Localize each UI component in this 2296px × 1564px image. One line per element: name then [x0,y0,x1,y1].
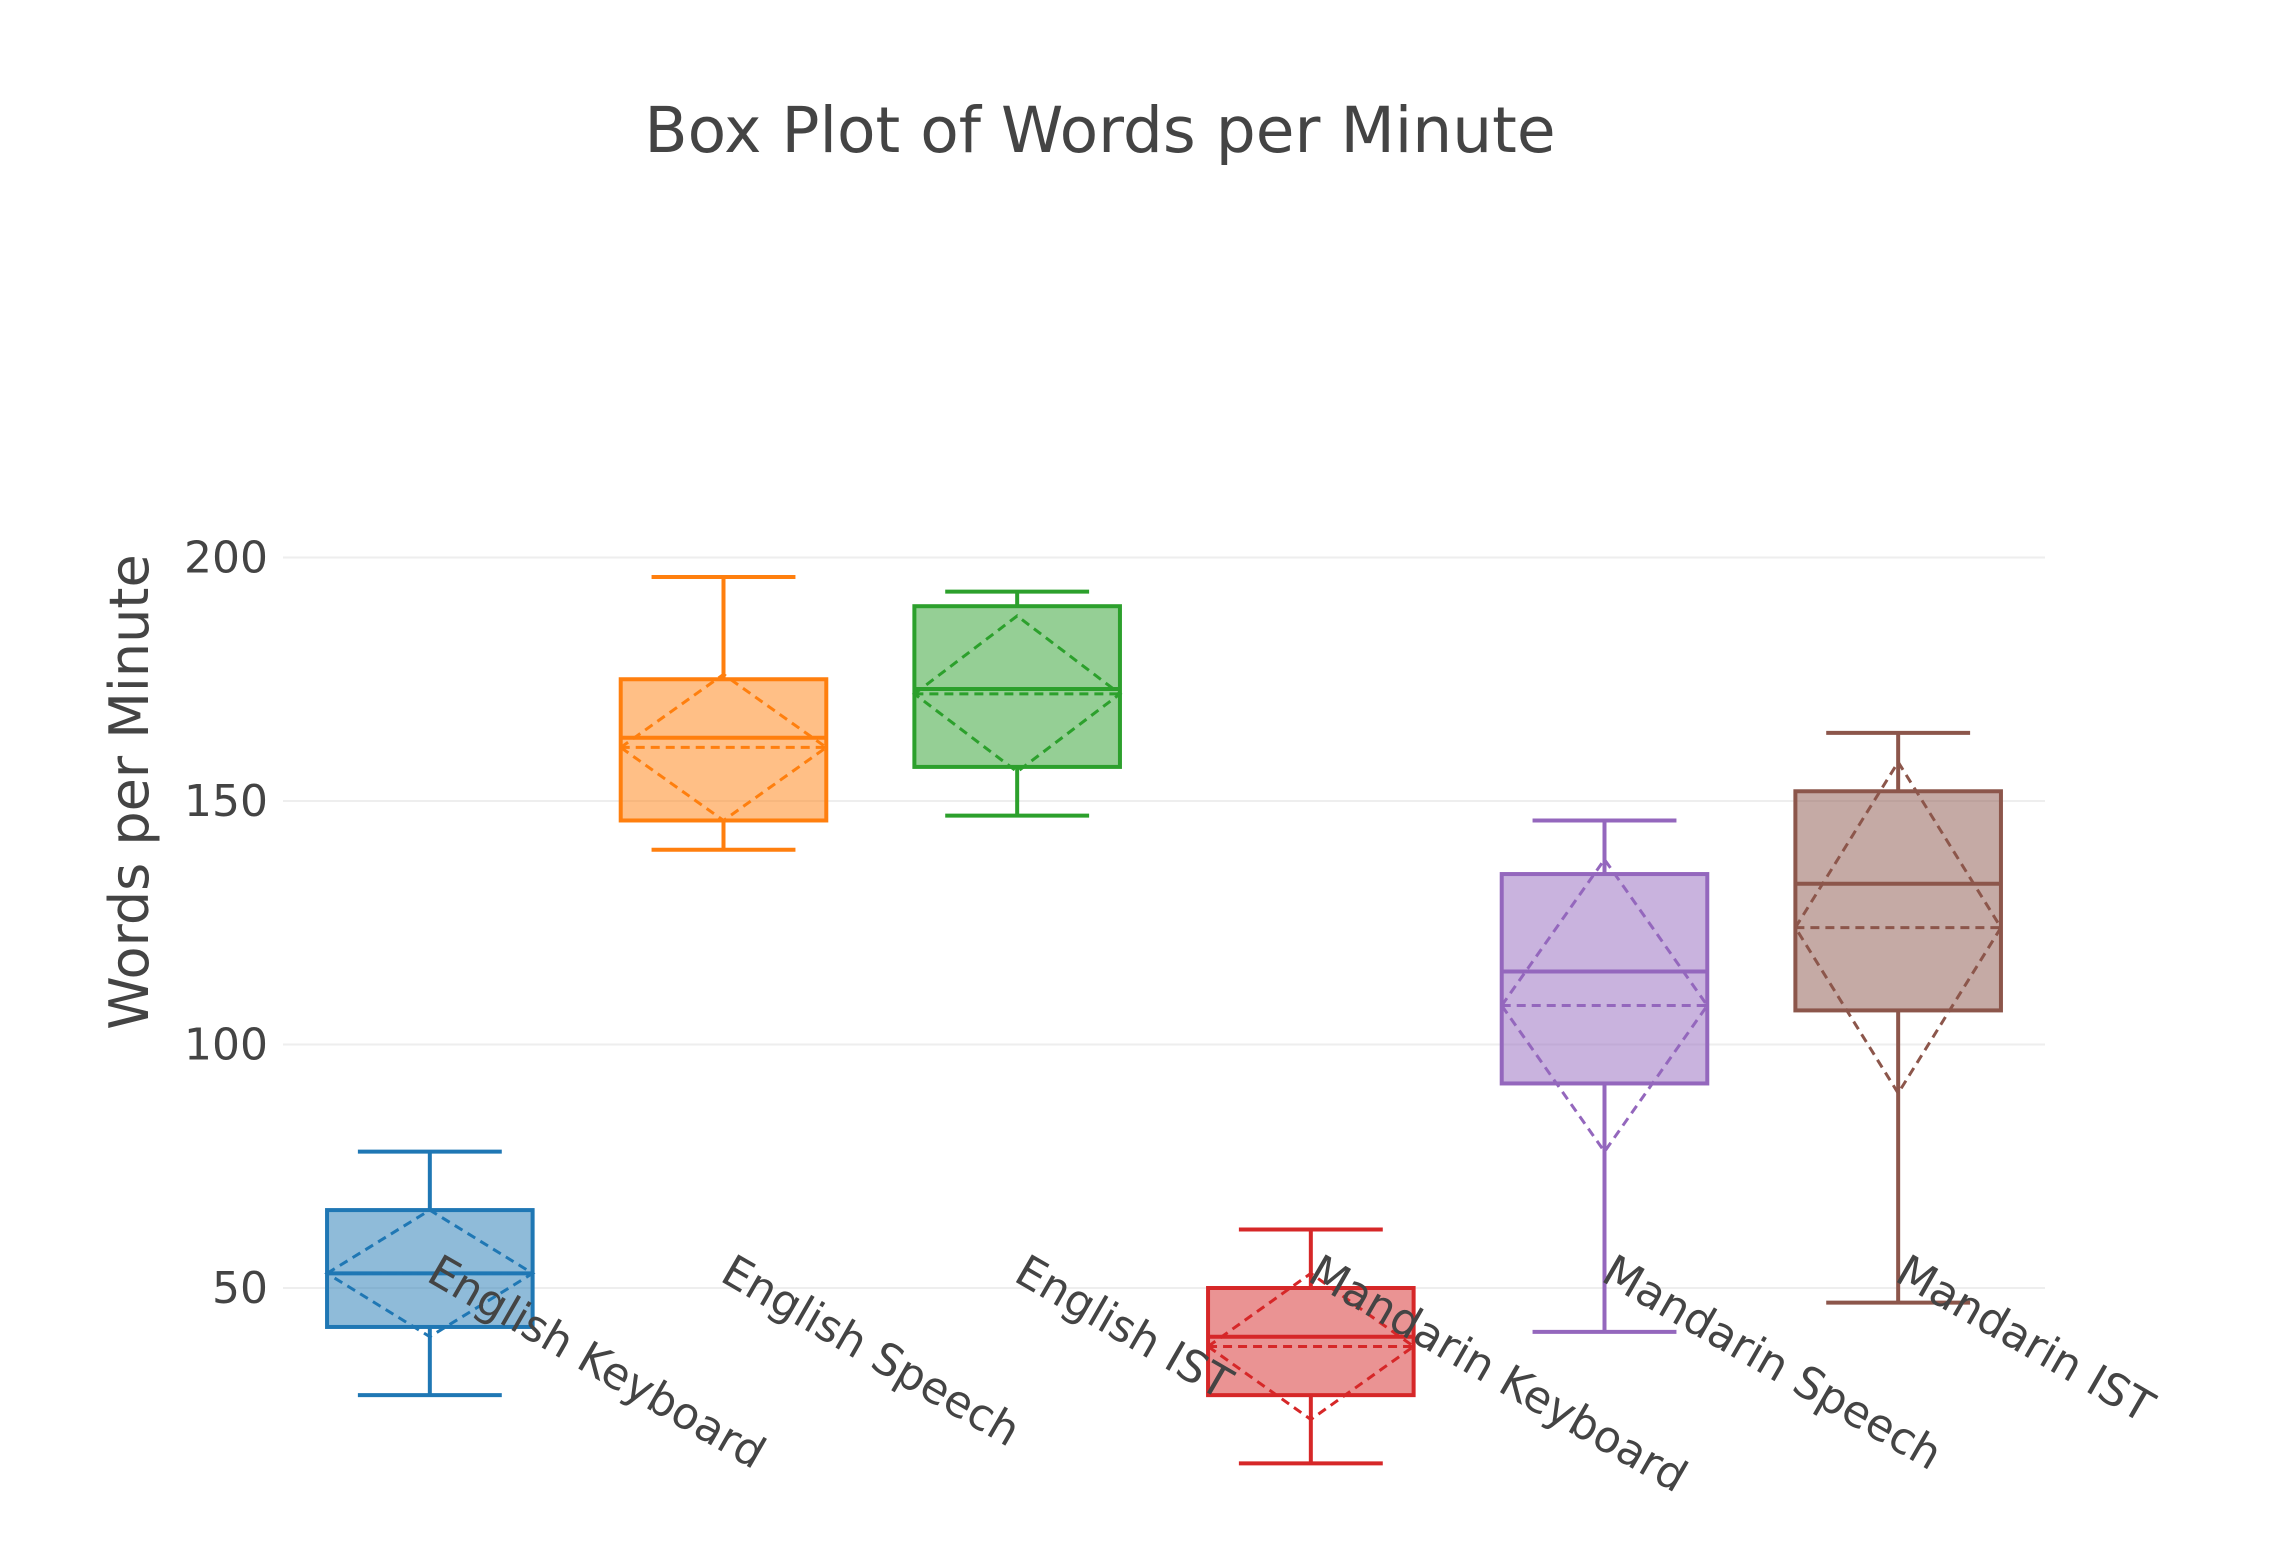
box-english-speech [618,574,829,852]
gridlines [283,556,2045,1289]
chart-title: Box Plot of Words per Minute [644,94,1555,167]
sd-diamond [911,614,1123,774]
box-english-ist [911,589,1123,818]
box-mandarin-keyboard [1205,1227,1417,1466]
x-tick-label-english-ist: English IST [1007,1245,1241,1410]
sd-diamond [1793,759,2003,1097]
y-axis-title: Words per Minute [98,554,161,1029]
y-tick-label: 200 [184,533,268,584]
sd-diamond [324,1208,536,1339]
sd-diamond [1205,1271,1417,1422]
sd-diamond [618,672,829,823]
x-tick-label-english-speech: English Speech [713,1245,1029,1457]
iqr-box [618,677,829,823]
y-tick-label: 150 [184,776,268,827]
iqr-box [325,1208,535,1329]
y-tick-label: 50 [212,1263,268,1314]
box-series [324,574,2003,1466]
iqr-box [1499,872,1710,1086]
iqr-box [912,604,1122,769]
iqr-box [1206,1286,1416,1398]
y-axis-ticks: 50 100 150 200 [184,533,268,1315]
x-tick-label-mandarin-ist: Mandarin IST [1888,1245,2163,1433]
y-tick-label: 100 [184,1020,268,1071]
box-mandarin-speech [1499,818,1710,1334]
box-mandarin-ist [1793,730,2003,1305]
iqr-box [1793,789,2003,1013]
box-english-keyboard [324,1149,536,1398]
